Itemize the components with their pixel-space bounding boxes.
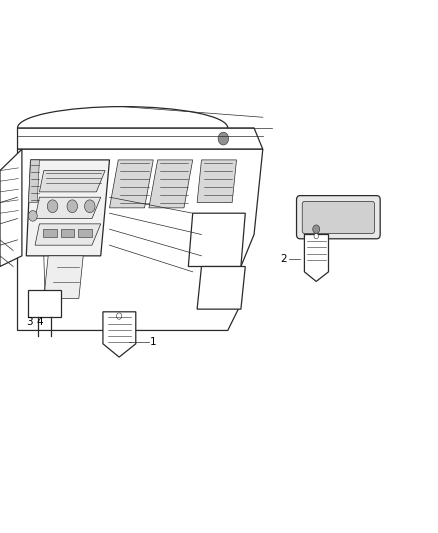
Polygon shape [18, 128, 263, 149]
Polygon shape [304, 235, 328, 281]
Polygon shape [35, 224, 101, 245]
Polygon shape [149, 160, 193, 208]
Polygon shape [188, 213, 245, 266]
Polygon shape [0, 149, 22, 266]
Bar [43, 229, 57, 237]
Text: 1: 1 [150, 337, 157, 347]
FancyBboxPatch shape [297, 196, 380, 239]
Circle shape [85, 200, 95, 213]
Text: 2: 2 [281, 254, 287, 263]
Text: 4: 4 [36, 318, 43, 327]
Polygon shape [44, 256, 83, 298]
Circle shape [47, 200, 58, 213]
Circle shape [67, 200, 78, 213]
Circle shape [117, 313, 122, 319]
Circle shape [314, 233, 318, 239]
Text: 3: 3 [26, 318, 33, 327]
Circle shape [313, 225, 320, 233]
Circle shape [28, 211, 37, 221]
Polygon shape [110, 160, 153, 208]
Bar [61, 229, 74, 237]
Polygon shape [28, 160, 39, 203]
Polygon shape [197, 160, 237, 203]
Bar [78, 229, 92, 237]
Polygon shape [197, 266, 245, 309]
Bar [28, 290, 61, 317]
Circle shape [218, 132, 229, 145]
Polygon shape [18, 149, 263, 330]
Polygon shape [26, 160, 110, 256]
Polygon shape [103, 312, 136, 357]
FancyBboxPatch shape [302, 201, 374, 233]
Polygon shape [39, 171, 105, 192]
Polygon shape [35, 197, 101, 219]
